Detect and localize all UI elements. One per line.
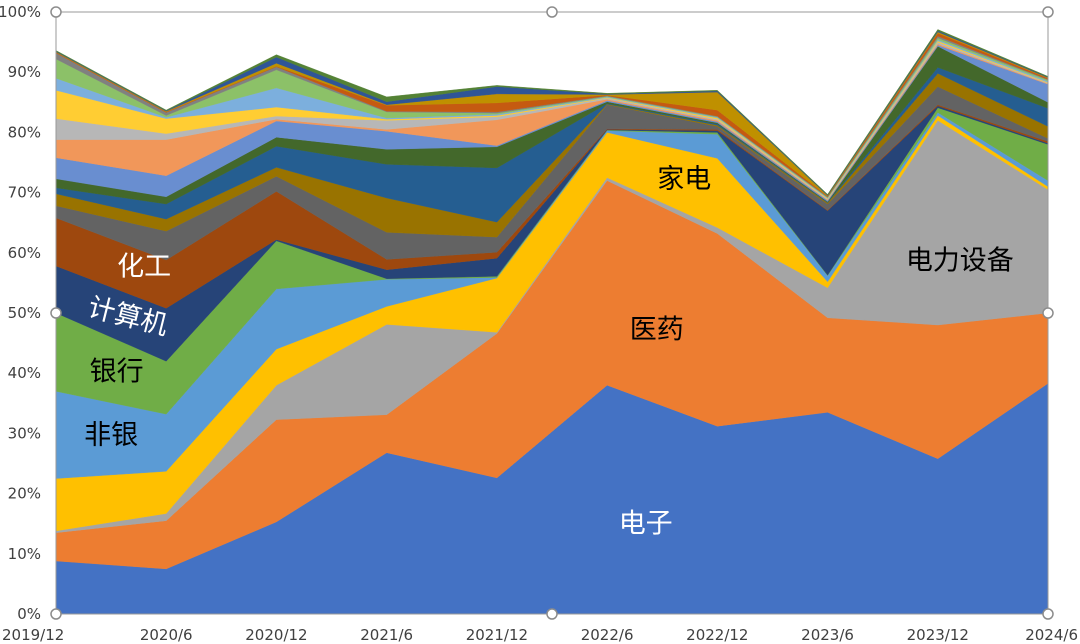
x-tick-label: 2020/12	[245, 626, 307, 644]
resize-handle[interactable]	[50, 6, 62, 18]
series-label: 化工	[117, 251, 171, 282]
y-tick-label: 90%	[8, 63, 41, 81]
x-tick-label: 2022/6	[581, 626, 634, 644]
series-label: 银行	[90, 357, 144, 388]
y-tick-label: 0%	[17, 605, 41, 623]
x-tick-label: 2022/12	[686, 626, 748, 644]
x-tick-label: 2021/6	[360, 626, 413, 644]
resize-handle[interactable]	[50, 608, 62, 620]
resize-handle[interactable]	[1042, 608, 1054, 620]
x-tick-label: 2020/6	[140, 626, 193, 644]
series-label: 电力设备	[906, 245, 1014, 276]
y-tick-label: 70%	[8, 184, 41, 202]
x-tick-label: 2024/6	[1025, 626, 1078, 644]
y-tick-label: 30%	[8, 424, 41, 442]
series-label: 家电	[657, 164, 711, 195]
resize-handle[interactable]	[546, 608, 558, 620]
x-axis: 2019/12 2020/6 2020/12 2021/6 2021/12 2022/6 2…	[2, 626, 1078, 644]
x-tick-label: 2021/12	[466, 626, 528, 644]
resize-handle[interactable]	[1042, 307, 1054, 319]
resize-handle[interactable]	[546, 6, 558, 18]
series-label: 电子	[619, 508, 673, 539]
y-axis: 0% 10% 20% 30% 40% 50% 60% 70% 80% 90% 100%	[0, 3, 41, 623]
y-tick-label: 60%	[8, 244, 41, 262]
resize-handle[interactable]	[50, 307, 62, 319]
y-tick-label: 80%	[8, 123, 41, 141]
x-tick-label: 2023/6	[801, 626, 854, 644]
y-tick-label: 40%	[8, 364, 41, 382]
y-tick-label: 50%	[8, 304, 41, 322]
y-tick-label: 10%	[8, 545, 41, 563]
selection-frame[interactable]	[50, 6, 1054, 620]
y-tick-label: 100%	[0, 3, 41, 21]
resize-handle[interactable]	[1042, 6, 1054, 18]
series-label: 医药	[630, 315, 684, 346]
y-tick-label: 20%	[8, 485, 41, 503]
series-label: 非银	[84, 420, 138, 451]
area-series-group	[55, 29, 1049, 615]
x-tick-label: 2023/12	[907, 626, 969, 644]
x-tick-label: 2019/12	[2, 626, 64, 644]
